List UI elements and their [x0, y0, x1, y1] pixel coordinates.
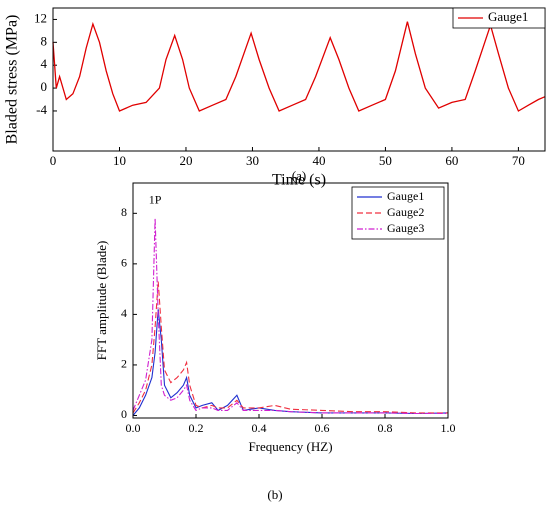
legend-label: Gauge3: [387, 221, 424, 235]
series-line: [132, 218, 448, 415]
series-line: [132, 309, 449, 416]
y-axis-label: FFT amplitude (Blade): [94, 241, 109, 361]
y-tick-label: 12: [34, 10, 47, 25]
x-tick-label: 0: [50, 153, 57, 168]
legend-box: [452, 7, 546, 29]
x-tick-label: 50: [379, 153, 392, 168]
y-tick-label: 0: [41, 79, 48, 94]
y-axis-label: Bladed stress (MPa): [4, 15, 21, 145]
x-tick-label: 0.2: [189, 421, 204, 435]
y-tick-label: 8: [41, 33, 48, 48]
x-tick-label: 20: [179, 153, 192, 168]
plot-frame: [132, 182, 449, 419]
x-tick-label: 30: [246, 153, 259, 168]
x-tick-label: 0.0: [126, 421, 141, 435]
x-tick-label: 70: [512, 153, 525, 168]
legend-label: Gauge2: [387, 205, 424, 219]
x-tick-label: 0.6: [315, 421, 330, 435]
y-tick-label: -4: [36, 102, 47, 117]
x-tick-label: 0.8: [378, 421, 393, 435]
caption: (a): [292, 168, 306, 183]
x-tick-label: 0.4: [252, 421, 267, 435]
y-tick-label: 4: [121, 306, 127, 320]
series-line: [52, 21, 546, 112]
x-tick-label: 40: [312, 153, 325, 168]
x-axis-label: Frequency (HZ): [248, 439, 332, 454]
series-line: [132, 281, 448, 414]
x-tick-label: 10: [113, 153, 126, 168]
plot-frame: [52, 7, 546, 152]
legend-label: Gauge1: [488, 9, 528, 24]
x-tick-label: 1.0: [441, 421, 456, 435]
annotation: 1P: [149, 192, 162, 206]
x-tick-label: 60: [445, 153, 458, 168]
y-tick-label: 8: [121, 205, 127, 219]
caption: (b): [267, 487, 282, 502]
y-tick-label: 0: [121, 407, 127, 421]
legend-label: Gauge1: [387, 189, 424, 203]
y-tick-label: 2: [121, 357, 127, 371]
x-axis-label: Time (s): [272, 172, 326, 189]
y-tick-label: 4: [41, 56, 48, 71]
y-tick-label: 6: [121, 256, 127, 270]
